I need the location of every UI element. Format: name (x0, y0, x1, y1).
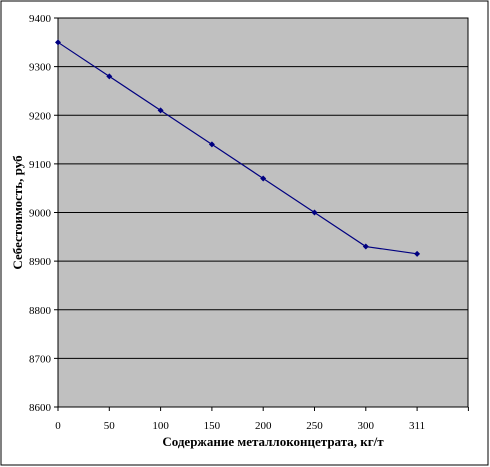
y-tick-label: 9000 (29, 208, 52, 220)
x-tick-label: 150 (204, 420, 221, 432)
data-point-marker (208, 141, 215, 148)
data-point-marker (362, 243, 369, 250)
series-layer (55, 39, 421, 257)
y-tick-label: 8700 (29, 353, 52, 365)
axes (54, 17, 469, 411)
data-point-marker (311, 209, 318, 216)
data-point-marker (157, 107, 164, 114)
x-tick-label: 0 (55, 420, 61, 432)
data-point-marker (106, 73, 113, 80)
y-tick-label: 9400 (29, 13, 52, 25)
y-tick-label: 9200 (29, 110, 52, 122)
x-tick-label: 311 (409, 420, 425, 432)
data-point-marker (414, 250, 421, 257)
x-tick-label: 250 (306, 420, 323, 432)
y-tick-label: 8800 (29, 305, 52, 317)
series-line (57, 41, 418, 255)
x-tick-label: 200 (255, 420, 272, 432)
y-tick-label: 9300 (29, 62, 52, 74)
y-tick-label: 9100 (29, 159, 52, 171)
y-tick-label: 8900 (29, 256, 52, 268)
y-tick-label: 8600 (29, 402, 52, 414)
y-axis-title: Себестоимость, руб (10, 155, 25, 270)
data-point-marker (55, 39, 61, 46)
data-point-marker (260, 175, 267, 182)
y-tick-labels: 8600 8700 8800 8900 9000 9100 9200 9300 9400 (29, 13, 52, 414)
x-tick-label: 100 (152, 420, 169, 432)
x-tick-label: 300 (358, 420, 375, 432)
x-tick-label: 50 (104, 420, 116, 432)
x-axis-title: Содержание металлоконцетрата, кг/т (162, 434, 384, 449)
x-tick-labels: 0 50 100 150 200 250 300 311 (55, 420, 425, 432)
gridlines (58, 17, 468, 408)
